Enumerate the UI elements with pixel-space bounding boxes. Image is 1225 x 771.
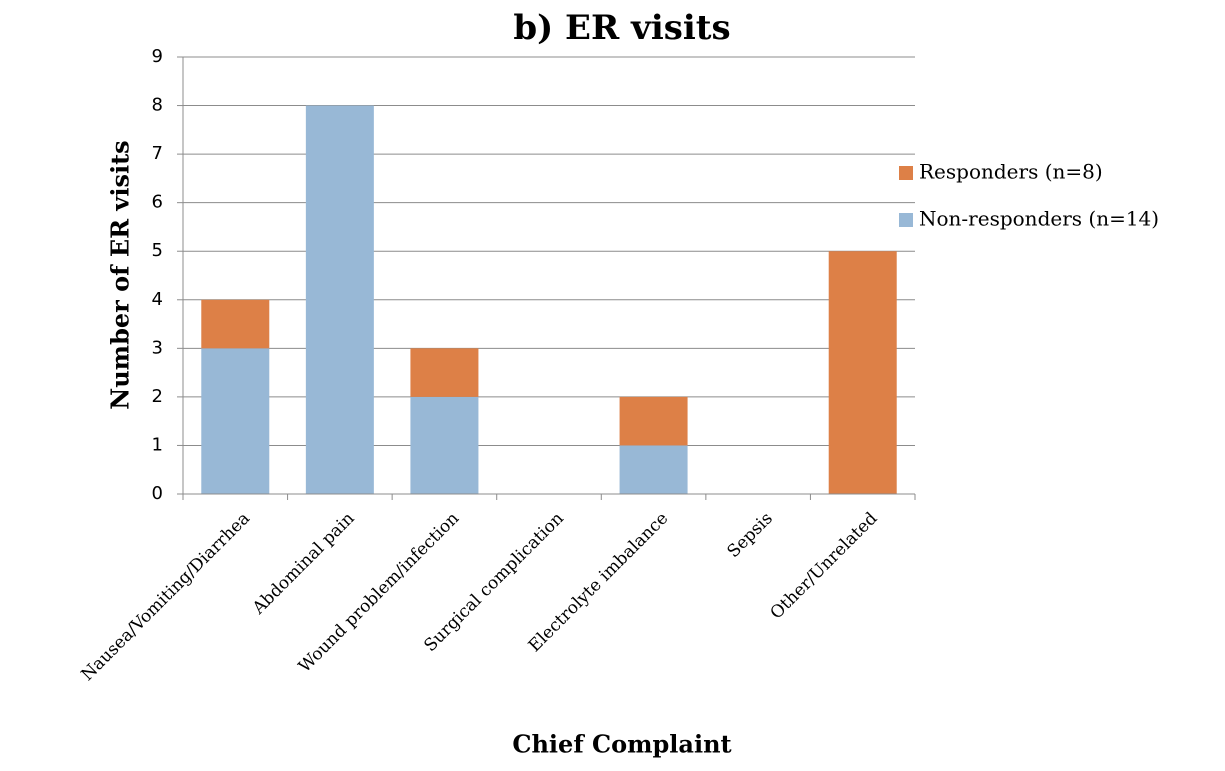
chart-title: b) ER visits xyxy=(513,8,730,48)
bar xyxy=(619,396,688,446)
x-tick-label: Abdominal pain xyxy=(248,509,358,619)
bar xyxy=(305,105,374,495)
x-tick-label: Sepsis xyxy=(723,509,776,562)
x-tick-label: Other/Unrelated xyxy=(767,509,882,624)
y-tick-label: 0 xyxy=(152,483,163,504)
bar xyxy=(619,445,688,494)
bar xyxy=(410,348,479,397)
y-tick-label: 8 xyxy=(152,95,163,116)
y-tick-label: 7 xyxy=(152,143,163,164)
legend-label: Responders (n=8) xyxy=(919,160,1103,184)
legend-label: Non-responders (n=14) xyxy=(919,207,1159,231)
x-axis-label: Chief Complaint xyxy=(512,730,731,759)
legend-swatch xyxy=(899,166,913,180)
y-tick-label: 6 xyxy=(152,192,163,213)
y-axis-label: Number of ER visits xyxy=(106,140,135,409)
y-tick-label: 2 xyxy=(152,386,163,407)
bar xyxy=(201,348,270,494)
y-tick-label: 3 xyxy=(152,337,163,358)
y-tick-label: 4 xyxy=(152,289,163,310)
y-tick-label: 1 xyxy=(152,434,163,455)
y-tick-label: 9 xyxy=(152,46,163,67)
bar xyxy=(828,251,897,494)
bar xyxy=(201,299,270,349)
bar xyxy=(410,396,479,494)
x-tick-label: Nausea/Vomiting/Diarrhea xyxy=(78,509,254,685)
y-tick-label: 5 xyxy=(152,240,163,261)
legend-swatch xyxy=(899,213,913,227)
